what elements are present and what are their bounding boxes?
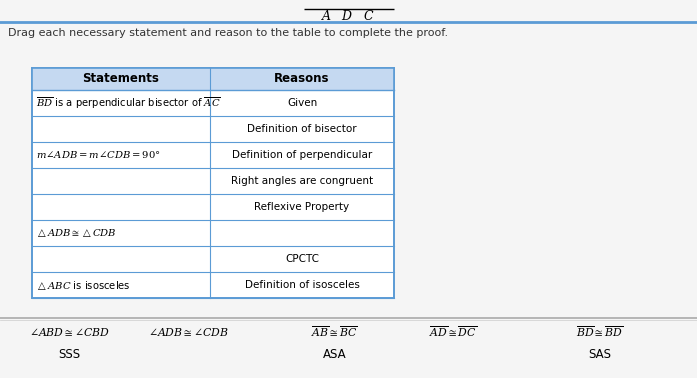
FancyBboxPatch shape: [32, 68, 394, 90]
Text: Statements: Statements: [82, 73, 160, 85]
Text: Definition of perpendicular: Definition of perpendicular: [232, 150, 372, 160]
Text: SSS: SSS: [59, 347, 81, 361]
Text: $\overline{AB} \cong \overline{BC}$: $\overline{AB} \cong \overline{BC}$: [312, 325, 358, 339]
Text: $\triangle ADB \cong \triangle CDB$: $\triangle ADB \cong \triangle CDB$: [36, 227, 117, 239]
FancyBboxPatch shape: [32, 68, 394, 298]
Text: Reasons: Reasons: [274, 73, 330, 85]
Text: Reflexive Property: Reflexive Property: [254, 202, 350, 212]
Text: $\angle ABD \cong \angle CBD$: $\angle ABD \cong \angle CBD$: [29, 326, 110, 338]
Text: CPCTC: CPCTC: [285, 254, 319, 264]
Text: ASA: ASA: [323, 347, 346, 361]
Text: $\overline{BD}$ is a perpendicular bisector of $\overline{AC}$: $\overline{BD}$ is a perpendicular bisec…: [36, 95, 221, 111]
Text: Drag each necessary statement and reason to the table to complete the proof.: Drag each necessary statement and reason…: [8, 28, 448, 38]
Text: $\angle ADB \cong \angle CDB$: $\angle ADB \cong \angle CDB$: [148, 326, 229, 338]
Text: Definition of isosceles: Definition of isosceles: [245, 280, 360, 290]
Text: $\overline{AD} \cong \overline{DC}$: $\overline{AD} \cong \overline{DC}$: [429, 325, 477, 339]
Text: A   D   C: A D C: [322, 10, 375, 23]
Text: $\overline{BD} \cong \overline{BD}$: $\overline{BD} \cong \overline{BD}$: [576, 325, 623, 339]
Text: Given: Given: [287, 98, 317, 108]
Text: Definition of bisector: Definition of bisector: [247, 124, 357, 134]
Text: $m\angle ADB = m\angle CDB = 90°$: $m\angle ADB = m\angle CDB = 90°$: [36, 150, 160, 161]
Text: SAS: SAS: [588, 347, 611, 361]
Text: $\triangle ABC$ is isosceles: $\triangle ABC$ is isosceles: [36, 279, 131, 291]
Text: Right angles are congruent: Right angles are congruent: [231, 176, 373, 186]
